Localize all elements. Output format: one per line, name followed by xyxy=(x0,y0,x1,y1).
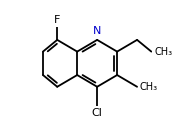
Text: Cl: Cl xyxy=(92,108,103,118)
Text: CH₃: CH₃ xyxy=(140,82,158,92)
Text: F: F xyxy=(54,15,60,25)
Text: N: N xyxy=(93,26,101,36)
Text: CH₃: CH₃ xyxy=(154,47,172,57)
